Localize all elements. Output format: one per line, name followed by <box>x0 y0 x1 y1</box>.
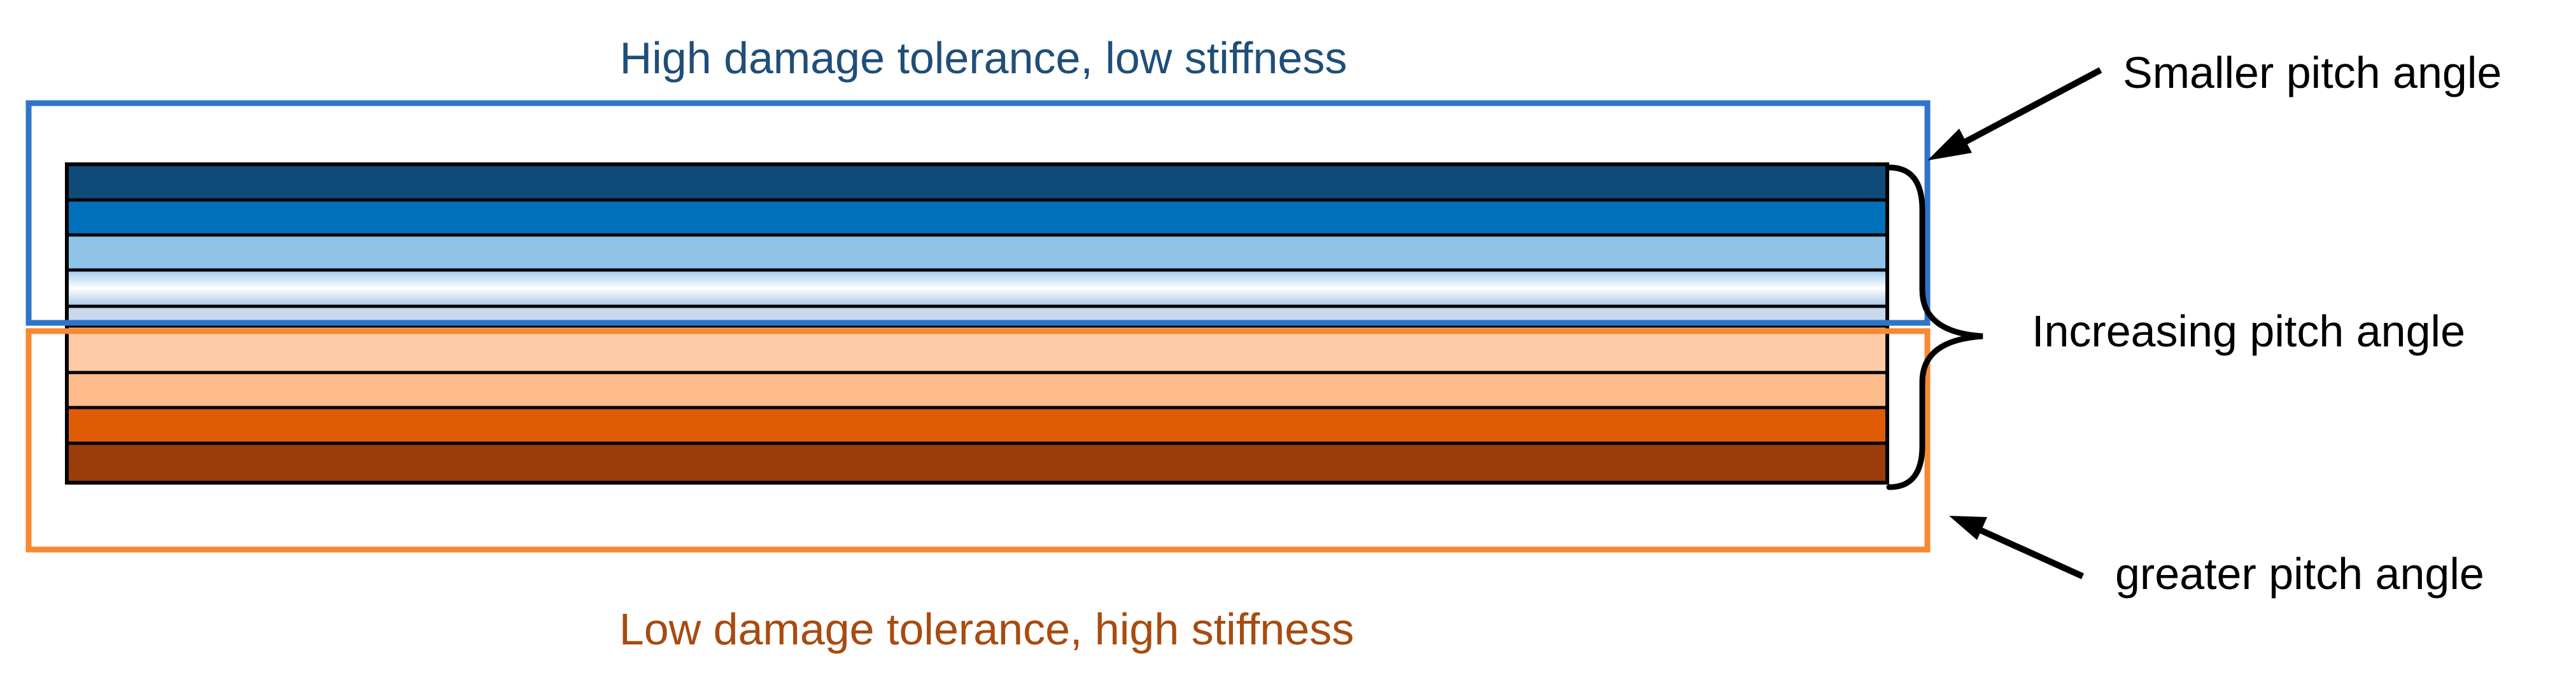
bottom-group-caption: Low damage tolerance, high stiffness <box>619 604 1354 654</box>
smaller-pitch-label: Smaller pitch angle <box>2123 48 2502 97</box>
greater-pitch-arrow <box>1949 516 2085 579</box>
curly-brace <box>1886 164 1983 490</box>
ply-layer <box>65 406 1889 445</box>
greater-pitch-label: greater pitch angle <box>2115 549 2484 599</box>
ply-layer <box>65 441 1889 485</box>
top-group-caption: High damage tolerance, low stiffness <box>620 33 1348 83</box>
ply-layer <box>65 371 1889 409</box>
bottom-group-frame <box>25 328 1931 553</box>
top-group-frame <box>25 100 1931 326</box>
increasing-pitch-label: Increasing pitch angle <box>2032 306 2465 356</box>
ply-layer <box>65 162 1889 202</box>
ply-layer <box>65 233 1889 272</box>
ply-layer <box>65 268 1889 308</box>
ply-layer <box>65 198 1889 237</box>
smaller-pitch-arrow <box>1927 67 2102 160</box>
